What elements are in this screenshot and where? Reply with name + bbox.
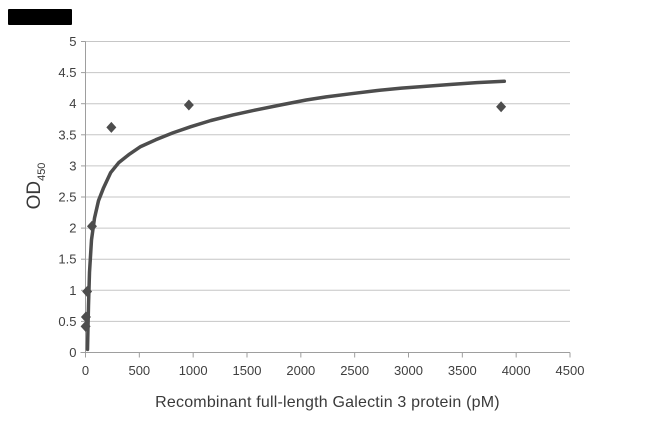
y-tick-label: 2.5	[58, 190, 76, 205]
x-tick-label: 0	[82, 363, 89, 378]
y-tick-label: 5	[69, 34, 76, 49]
x-tick-label: 4000	[502, 363, 531, 378]
y-tick-label: 1	[69, 283, 76, 298]
x-tick-label: 1500	[233, 363, 262, 378]
data-point-marker	[183, 99, 194, 111]
y-tick-label: 1.5	[58, 252, 76, 267]
y-tick-label: 3	[69, 158, 76, 173]
data-point-marker	[80, 320, 91, 332]
x-tick-label: 500	[128, 363, 150, 378]
y-tick-labels: 0 0.5 1 1.5 2 2.5 3 3.5 4 4.5 5	[58, 34, 76, 360]
y-axis-title: OD450	[24, 163, 48, 210]
x-tick-label: 1000	[179, 363, 208, 378]
x-tick-labels: 0 500 1000 1500 2000 2500 3000 3500 4000 4500	[82, 363, 585, 378]
y-tick-label: 2	[69, 221, 76, 236]
x-tick-label: 2500	[340, 363, 369, 378]
y-axis-title-subscript: 450	[35, 162, 48, 181]
data-point-marker	[106, 121, 117, 133]
data-point-marker	[496, 101, 507, 113]
x-tick-label: 4500	[556, 363, 585, 378]
data-point-marker	[86, 220, 97, 232]
y-axis-title-main: OD	[24, 180, 46, 210]
data-point-marker	[80, 311, 91, 323]
fit-curve	[85, 79, 507, 352]
fit-curve-line	[85, 79, 507, 352]
tick-marks	[81, 41, 571, 358]
gridlines	[85, 41, 570, 322]
y-tick-label: 4.5	[58, 65, 76, 80]
x-axis-title: Recombinant full-length Galectin 3 prote…	[155, 394, 500, 411]
y-tick-label: 0.5	[58, 314, 76, 329]
data-point-marker	[82, 286, 93, 298]
y-tick-label: 0	[69, 345, 76, 360]
data-points	[80, 99, 507, 332]
x-tick-label: 3500	[448, 363, 477, 378]
x-tick-label: 3000	[394, 363, 423, 378]
y-tick-label: 4	[69, 96, 76, 111]
axis-lines	[80, 41, 570, 357]
corner-black-box	[8, 9, 72, 25]
y-tick-label: 3.5	[58, 127, 76, 142]
x-tick-label: 2000	[286, 363, 315, 378]
